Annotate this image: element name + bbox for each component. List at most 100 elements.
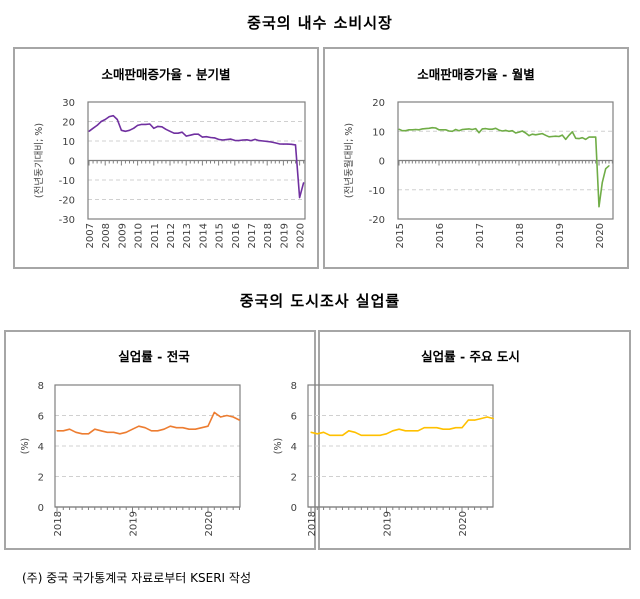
y-tick-label: 8: [38, 381, 44, 392]
data-point: [511, 130, 513, 132]
data-point: [201, 427, 203, 429]
data-point: [131, 428, 134, 430]
data-point: [548, 136, 550, 138]
data-point: [201, 136, 203, 138]
data-point: [175, 427, 178, 429]
y-tick-label: 10: [62, 137, 75, 148]
data-point: [367, 434, 369, 436]
chart-panel-unemployment-cities: [318, 330, 631, 550]
data-point: [451, 130, 453, 132]
data-point: [571, 131, 573, 133]
x-tick-label: 2018: [263, 223, 274, 248]
data-point: [219, 416, 222, 418]
y-tick-label: 4: [38, 442, 44, 453]
data-point: [205, 136, 208, 138]
data-point: [473, 419, 476, 421]
data-point: [411, 129, 413, 131]
x-tick-label: 2019: [383, 511, 394, 536]
data-point: [442, 428, 444, 430]
data-point: [525, 132, 527, 134]
data-point: [132, 127, 135, 129]
x-tick-label: 2016: [231, 223, 242, 248]
data-point: [438, 129, 440, 131]
data-point: [286, 143, 289, 145]
data-point: [481, 128, 483, 130]
y-tick-label: 0: [38, 503, 44, 514]
y-tick-label: 0: [379, 157, 385, 168]
x-tick-label: 2015: [395, 223, 406, 248]
y-tick-label: 4: [291, 442, 297, 453]
data-point: [222, 139, 224, 141]
data-point: [608, 165, 610, 167]
data-point: [62, 430, 64, 432]
data-point: [246, 139, 248, 141]
data-point: [177, 132, 179, 134]
data-point: [254, 138, 256, 141]
data-point: [138, 425, 140, 427]
data-point: [145, 123, 147, 126]
x-tick-label: 2019: [555, 223, 566, 248]
data-point: [278, 143, 280, 145]
data-point: [150, 430, 152, 432]
data-point: [165, 128, 167, 130]
data-point: [242, 139, 244, 141]
data-point: [169, 130, 171, 132]
data-point: [435, 127, 437, 129]
data-point: [448, 428, 451, 430]
data-point: [431, 127, 433, 129]
data-point: [468, 128, 470, 130]
data-point: [226, 414, 228, 417]
y-tick-label: 2: [291, 473, 297, 484]
chart-panel-retail-quarterly: [13, 47, 319, 269]
data-point: [461, 427, 463, 429]
x-tick-label: 2016: [435, 223, 446, 248]
data-point: [417, 430, 419, 432]
data-point: [258, 140, 260, 142]
data-point: [538, 133, 540, 135]
x-tick-label: 2019: [279, 223, 290, 248]
data-point: [270, 141, 272, 143]
x-tick-label: 2017: [475, 223, 486, 248]
footnote: (주) 중국 국가통계국 자료로부터 KSERI 작성: [22, 571, 251, 585]
data-point: [100, 430, 102, 432]
data-point: [518, 131, 520, 133]
data-point: [234, 139, 236, 142]
chart-panel-unemployment-national: [4, 330, 316, 550]
data-point: [505, 129, 507, 131]
x-tick-label: 2020: [296, 223, 307, 248]
data-point: [163, 428, 165, 430]
y-tick-label: 6: [291, 412, 297, 423]
data-point: [322, 431, 325, 433]
data-point: [551, 135, 553, 138]
data-point: [274, 142, 276, 144]
x-tick-label: 2014: [198, 223, 209, 248]
section-title-unemployment: 중국의 도시조사 실업률: [239, 292, 401, 310]
data-point: [218, 138, 220, 141]
data-point: [108, 116, 110, 118]
data-point: [112, 115, 114, 117]
data-point: [428, 127, 430, 129]
data-point: [153, 127, 155, 129]
y-tick-label: 10: [372, 127, 385, 138]
data-point: [392, 430, 394, 432]
data-point: [480, 417, 482, 420]
data-point: [455, 128, 457, 131]
y-tick-label: 0: [291, 503, 297, 514]
x-tick-label: 2010: [134, 223, 145, 248]
data-point: [448, 130, 450, 132]
x-tick-label: 2008: [101, 223, 112, 248]
data-point: [585, 138, 587, 141]
data-point: [441, 129, 443, 131]
data-point: [137, 124, 139, 126]
y-tick-label: 30: [62, 98, 75, 109]
data-point: [238, 419, 241, 421]
data-point: [408, 129, 410, 131]
data-point: [282, 143, 284, 145]
data-point: [605, 168, 607, 170]
data-point: [125, 431, 127, 433]
data-point: [92, 127, 94, 129]
data-point: [188, 428, 190, 430]
series-line: [88, 114, 305, 199]
